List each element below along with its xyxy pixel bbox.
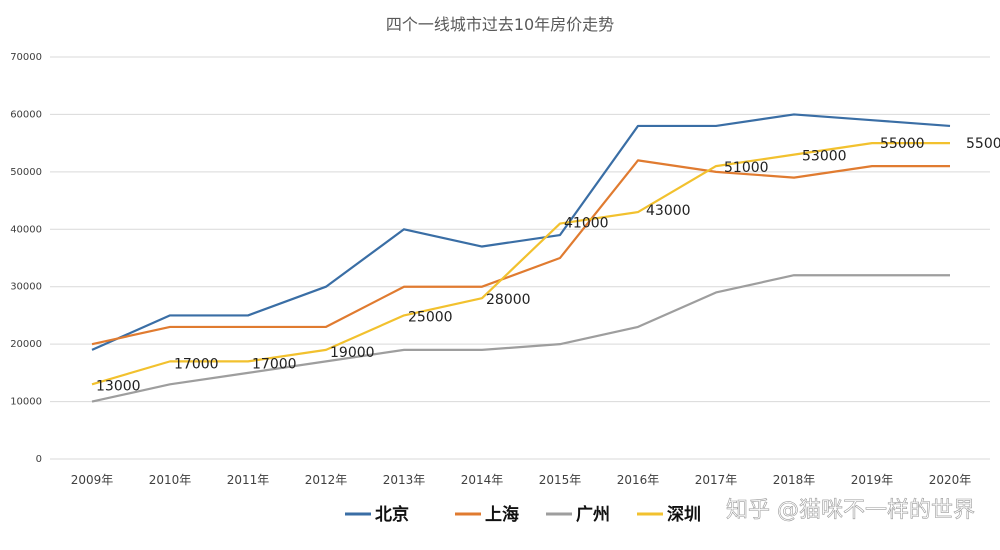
x-tick-label: 2017年 (695, 473, 738, 487)
chart-title: 四个一线城市过去10年房价走势 (386, 15, 614, 34)
legend-label: 广州 (576, 504, 610, 525)
x-tick-label: 2018年 (773, 473, 816, 487)
x-tick-label: 2015年 (539, 473, 582, 487)
x-tick-label: 2010年 (149, 473, 192, 487)
y-tick-label: 0 (36, 454, 42, 465)
legend-label: 深圳 (667, 504, 701, 525)
series-line-广州 (91, 274, 950, 403)
y-axis: 0 10000 20000 30000 40000 50000 60000 70000 (10, 52, 42, 465)
data-label: 25000 (408, 309, 453, 325)
series-line-深圳 (91, 142, 950, 386)
y-tick-label: 50000 (10, 167, 42, 178)
y-tick-label: 40000 (10, 224, 42, 235)
data-label: 51000 (724, 160, 769, 176)
data-labels: 13000 17000 17000 19000 25000 28000 41000 43000… (96, 136, 1000, 394)
x-tick-label: 2009年 (71, 473, 114, 487)
series-line-北京 (91, 113, 951, 351)
y-tick-label: 70000 (10, 52, 42, 63)
data-label: 55000 (880, 136, 925, 152)
legend: 北京 上海 广州 深圳 (345, 504, 701, 525)
data-label: 17000 (174, 356, 219, 372)
data-label: 19000 (330, 345, 375, 361)
grid-lines (50, 56, 990, 460)
y-tick-label: 10000 (10, 397, 42, 408)
x-tick-label: 2011年 (227, 473, 270, 487)
x-tick-label: 2012年 (305, 473, 348, 487)
x-tick-label: 2020年 (929, 473, 972, 487)
data-label: 43000 (646, 203, 691, 219)
data-label: 28000 (486, 292, 531, 308)
y-tick-label: 30000 (10, 282, 42, 293)
y-tick-label: 20000 (10, 339, 42, 350)
series-line-上海 (91, 159, 950, 346)
x-tick-label: 2014年 (461, 473, 504, 487)
series-lines (91, 113, 951, 403)
x-tick-label: 2013年 (383, 473, 426, 487)
data-label: 55000 (966, 136, 1000, 152)
watermark: 知乎 @猫咪不一样的世界 (726, 498, 975, 523)
legend-label: 上海 (485, 504, 519, 525)
x-tick-label: 2019年 (851, 473, 894, 487)
x-axis: 2009年 2010年 2011年 2012年 2013年 2014年 2015年 2016年… (71, 473, 972, 487)
data-label: 53000 (802, 149, 847, 165)
x-tick-label: 2016年 (617, 473, 660, 487)
data-label: 41000 (564, 216, 609, 232)
y-tick-label: 60000 (10, 109, 42, 120)
legend-label: 北京 (375, 504, 409, 525)
data-label: 17000 (252, 356, 297, 372)
data-label: 13000 (96, 378, 141, 394)
